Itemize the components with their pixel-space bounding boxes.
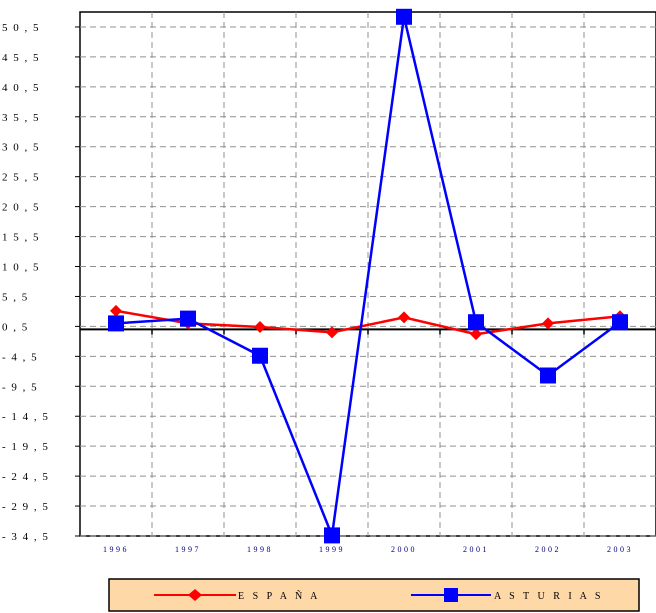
data-point-asturias	[252, 347, 268, 364]
x-tick-label: 2003	[607, 545, 633, 554]
data-point-espana	[398, 311, 410, 324]
data-point-asturias	[396, 8, 412, 25]
legend-marker-espana	[188, 589, 202, 601]
y-tick-label: 2 0 , 5	[2, 202, 40, 214]
data-point-espana	[254, 320, 266, 333]
y-tick-label: - 3 4 , 5	[2, 531, 49, 543]
x-tick-label: 1999	[319, 545, 345, 554]
legend-label-espana: E S P A Ñ A	[238, 590, 320, 602]
data-point-asturias	[324, 527, 340, 544]
y-tick-label: 4 0 , 5	[2, 82, 40, 94]
y-tick-label: 1 0 , 5	[2, 262, 40, 274]
x-tick-label: 1998	[247, 545, 273, 554]
legend: E S P A Ñ A A S T U R I A S	[108, 578, 640, 612]
y-tick-label: 3 5 , 5	[2, 112, 40, 124]
series-group	[108, 8, 628, 544]
data-point-espana	[542, 317, 554, 330]
y-tick-label: - 1 4 , 5	[2, 411, 49, 423]
y-tick-label: - 4 , 5	[2, 351, 38, 363]
x-tick-label: 2001	[463, 545, 489, 554]
data-point-espana	[110, 304, 122, 317]
data-point-espana	[470, 328, 482, 341]
y-tick-label: 2 5 , 5	[2, 172, 40, 184]
y-tick-label: - 2 9 , 5	[2, 501, 49, 513]
x-axis-ticks: 1996 1997 1998 1999 2000 2001 2002 2003	[103, 329, 633, 554]
y-tick-label: 1 5 , 5	[2, 232, 40, 244]
data-point-espana	[326, 326, 338, 339]
y-tick-label: 4 5 , 5	[2, 52, 40, 64]
x-tick-label: 2000	[391, 545, 417, 554]
x-tick-label: 1996	[103, 545, 129, 554]
data-point-asturias	[612, 314, 628, 331]
y-tick-label: 3 0 , 5	[2, 142, 40, 154]
y-tick-label: - 2 4 , 5	[2, 471, 49, 483]
data-point-asturias	[468, 314, 484, 331]
legend-label-asturias: A S T U R I A S	[494, 591, 603, 602]
data-point-asturias	[540, 367, 556, 384]
y-tick-label: 5 0 , 5	[2, 22, 40, 34]
y-tick-label: - 1 9 , 5	[2, 441, 49, 453]
y-axis-ticks: 5 0 , 5 4 5 , 5 4 0 , 5 3 5 , 5 3 0 , 5 2 5 ,…	[2, 22, 80, 543]
x-tick-label: 2002	[535, 545, 561, 554]
y-tick-label: 5 , 5	[2, 291, 29, 303]
legend-marker-asturias	[444, 588, 458, 602]
y-tick-label: - 9 , 5	[2, 381, 38, 393]
grid-lines	[80, 12, 656, 537]
data-point-asturias	[180, 310, 196, 327]
x-tick-label: 1997	[175, 545, 201, 554]
data-point-asturias	[108, 315, 124, 332]
series-line-asturias	[115, 16, 621, 541]
y-tick-label: 0 , 5	[2, 321, 29, 333]
